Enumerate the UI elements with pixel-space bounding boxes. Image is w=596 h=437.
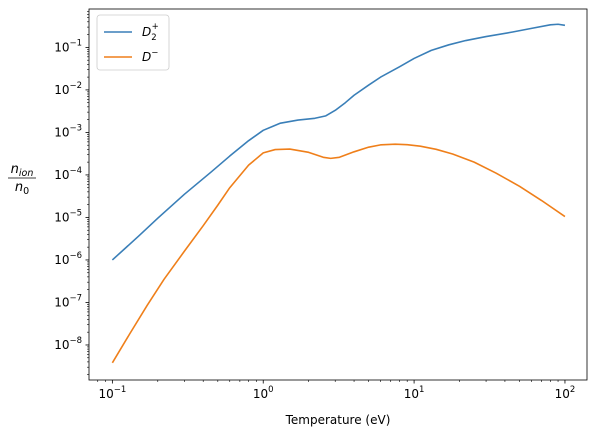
axes-frame [88,8,588,381]
y-label-numerator: nion [11,162,34,179]
legend: D2+ D− [96,14,170,71]
x-axis: 10−1 100 101 102 [97,380,576,401]
y-axis: 10−8 10−7 10−6 10−5 10−4 10−3 10−2 10−1 [54,11,89,375]
legend-label-1: D2+ [142,22,159,43]
series-line-1 [111,23,566,261]
x-tick-label: 102 [555,385,576,401]
series-line-2 [111,143,566,364]
plot-area [111,23,566,364]
y-label-denominator: n0 [15,180,29,197]
y-tick-label: 10−3 [54,123,82,139]
y-tick-label: 10−7 [54,293,82,309]
y-tick-label: 10−8 [54,336,82,352]
x-axis-label: Temperature (eV) [285,413,391,427]
y-tick-label: 10−1 [54,38,82,54]
x-tick-label: 10−1 [98,385,126,401]
x-tick-label: 101 [404,385,425,401]
legend-label-2: D− [142,48,158,64]
y-tick-label: 10−6 [54,251,82,267]
y-tick-label: 10−5 [54,208,82,224]
y-tick-label: 10−2 [54,81,82,97]
x-tick-label: 100 [253,385,274,401]
y-tick-label: 10−4 [54,166,82,182]
